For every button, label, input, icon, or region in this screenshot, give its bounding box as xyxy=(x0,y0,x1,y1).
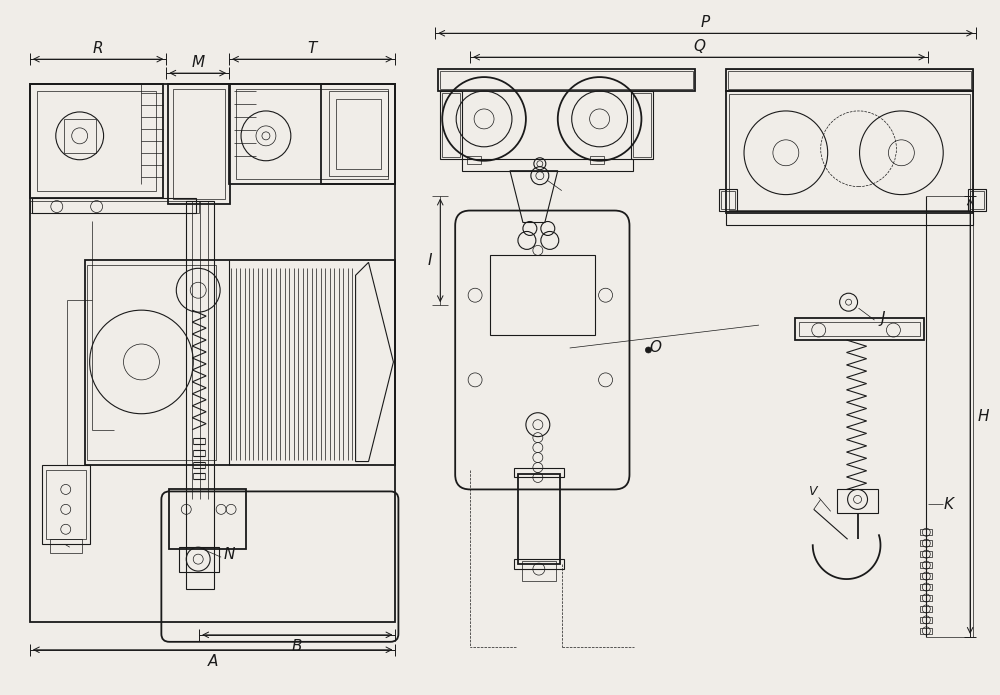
Bar xyxy=(920,530,932,535)
Bar xyxy=(920,573,932,579)
Bar xyxy=(729,94,970,210)
Bar xyxy=(968,188,986,211)
Bar xyxy=(30,84,163,197)
Bar xyxy=(236,89,388,179)
Bar xyxy=(30,84,395,622)
Bar xyxy=(46,470,86,539)
Bar xyxy=(920,562,932,568)
Text: Q: Q xyxy=(693,39,705,54)
Text: R: R xyxy=(93,41,103,56)
Bar xyxy=(179,547,219,572)
Bar xyxy=(186,201,214,589)
Bar xyxy=(169,489,246,549)
Bar xyxy=(920,540,932,546)
Bar xyxy=(329,91,388,176)
Bar xyxy=(442,93,460,157)
Bar xyxy=(168,84,230,204)
Bar xyxy=(726,211,973,225)
Text: V: V xyxy=(808,485,817,498)
Text: J: J xyxy=(880,311,885,326)
Bar xyxy=(438,69,695,91)
Bar xyxy=(30,201,199,213)
Text: T: T xyxy=(308,41,317,56)
Bar xyxy=(229,84,395,183)
Bar xyxy=(920,584,932,590)
Bar xyxy=(32,197,196,213)
Bar xyxy=(726,91,973,213)
Text: I: I xyxy=(428,253,432,268)
Text: B: B xyxy=(292,639,303,654)
Bar xyxy=(970,190,984,208)
Text: A: A xyxy=(207,654,218,669)
Bar xyxy=(490,255,595,335)
Bar xyxy=(728,71,971,89)
Bar xyxy=(721,190,735,208)
Bar xyxy=(467,156,481,164)
Bar xyxy=(514,559,564,569)
Text: P: P xyxy=(701,15,710,30)
Bar xyxy=(920,551,932,557)
Bar xyxy=(173,89,225,199)
Bar xyxy=(336,99,381,169)
Text: H: H xyxy=(977,409,989,424)
Bar xyxy=(726,69,973,91)
Bar xyxy=(837,489,878,514)
Bar xyxy=(799,322,920,336)
Bar xyxy=(522,561,556,581)
Text: M: M xyxy=(191,55,204,70)
Bar xyxy=(462,158,633,171)
Text: O: O xyxy=(649,341,661,356)
Bar xyxy=(64,119,96,153)
Bar xyxy=(631,91,653,158)
Bar xyxy=(719,188,737,211)
Bar xyxy=(590,156,604,164)
Bar xyxy=(321,84,395,183)
Bar xyxy=(37,91,156,190)
Circle shape xyxy=(645,347,651,353)
Bar xyxy=(920,606,932,612)
Bar xyxy=(514,468,564,477)
Bar xyxy=(42,464,90,544)
Bar xyxy=(50,539,82,553)
Bar xyxy=(920,617,932,623)
Bar xyxy=(440,71,693,89)
Bar xyxy=(795,318,924,340)
Bar xyxy=(633,93,651,157)
Bar xyxy=(920,595,932,601)
Bar xyxy=(518,475,560,564)
Bar xyxy=(87,265,216,459)
Text: N: N xyxy=(223,547,235,562)
Bar xyxy=(920,628,932,634)
Bar xyxy=(85,261,395,464)
Bar xyxy=(440,91,462,158)
Text: K: K xyxy=(943,497,953,512)
